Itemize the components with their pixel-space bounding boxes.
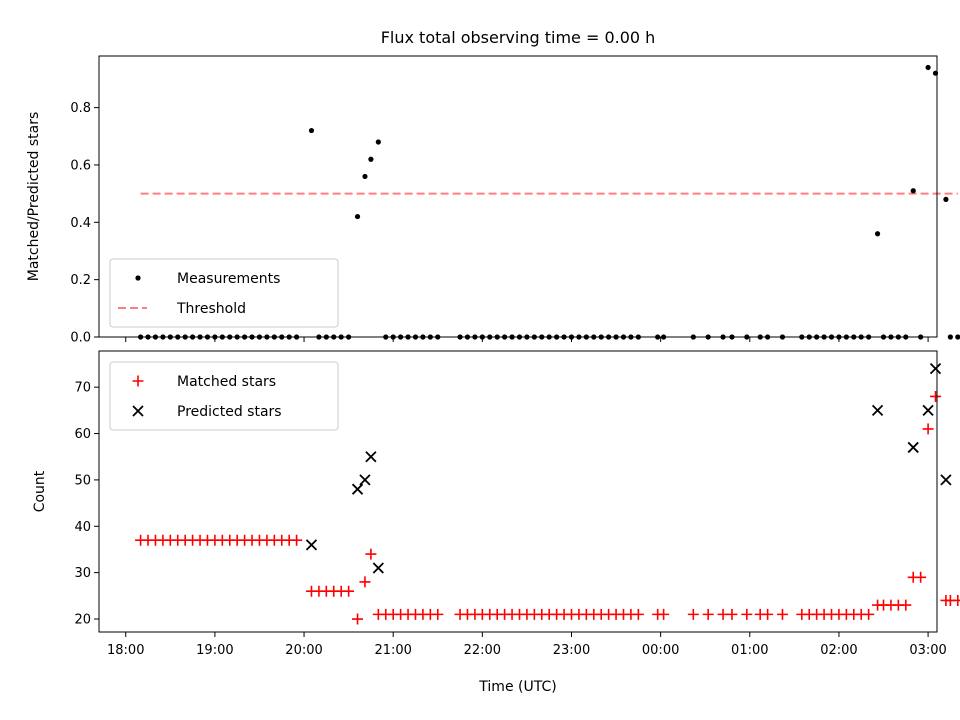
matched-star-point	[632, 608, 644, 620]
predicted-star-point	[351, 483, 364, 495]
predicted-star-point	[922, 404, 934, 416]
matched-star-point	[291, 534, 303, 546]
measurement-point	[955, 334, 960, 340]
x-tick-label: 02:00	[820, 643, 857, 658]
x-tick-label: 23:00	[553, 643, 590, 658]
x-tick-label: 19:00	[196, 643, 233, 658]
x-tick-label: 03:00	[909, 643, 946, 658]
matched-star-point	[343, 585, 355, 597]
predicted-star-point	[940, 474, 952, 486]
top-y-axis-label: Matched/Predicted stars	[26, 112, 42, 282]
x-tick-label: 18:00	[107, 643, 144, 658]
matched-star-point	[658, 608, 670, 620]
matched-star-point	[432, 608, 444, 620]
predicted-star-point	[907, 441, 919, 454]
matched-star-point	[352, 613, 364, 625]
axes-frame	[98, 55, 938, 338]
matched-star-point	[741, 608, 753, 620]
legend-marker-plus	[132, 375, 144, 387]
matched-star-point	[863, 608, 875, 620]
x-tick-label: 00:00	[642, 643, 679, 658]
y-tick-label: 0.8	[70, 101, 91, 116]
y-tick-label: 0.4	[70, 216, 91, 231]
matched-star-point	[687, 608, 699, 620]
x-tick-label: 22:00	[464, 643, 501, 658]
legend-label: Threshold	[176, 301, 246, 317]
predicted-star-point	[929, 362, 942, 375]
y-tick-label: 40	[74, 520, 91, 535]
y-tick-label: 0.6	[70, 158, 91, 173]
matched-star-point	[365, 548, 377, 560]
matched-star-point	[776, 608, 788, 620]
legend-marker-cross	[132, 405, 144, 417]
measurement-point	[308, 127, 315, 134]
y-tick-label: 50	[74, 473, 91, 488]
matched-star-point	[915, 571, 927, 583]
legend-box	[109, 361, 339, 431]
y-tick-label: 30	[74, 566, 91, 581]
axes-frame	[98, 350, 938, 633]
legend: Measurements Threshold	[109, 258, 339, 328]
measurement-point	[910, 188, 916, 194]
predicted-star-point	[359, 474, 371, 486]
legend-label: Predicted stars	[177, 404, 282, 420]
y-tick-label: 20	[74, 613, 91, 628]
predicted-star-point	[305, 539, 318, 551]
chart-title: Flux total observing time = 0.00 h	[381, 28, 656, 47]
matched-star-point	[922, 423, 934, 435]
predicted-star-point	[871, 404, 884, 416]
y-tick-label: 0.2	[70, 273, 91, 288]
predicted-star-point	[365, 451, 377, 463]
legend: Matched stars Predicted stars	[109, 361, 339, 431]
legend-marker-dot	[135, 275, 141, 281]
top-panel: 0.0 0.2 0.4 0.6 0.8 Measurements Threshold	[70, 55, 960, 346]
matched-star-point	[726, 608, 738, 620]
predicted-star-point	[372, 562, 384, 574]
x-axis-label: Time (UTC)	[478, 679, 556, 695]
x-tick-label: 01:00	[731, 643, 768, 658]
y-tick-label: 70	[74, 381, 91, 396]
matched-star-point	[900, 599, 912, 611]
measurement-point	[362, 173, 368, 180]
y-tick-label: 0.0	[70, 331, 91, 346]
matched-star-point	[359, 576, 371, 588]
measurement-point	[375, 139, 381, 145]
measurement-point	[947, 334, 953, 340]
matched-star-point	[930, 390, 942, 402]
bottom-panel: 20 30 40 50 60 70 18:00 19:00 20:00 21:00 22:00 23:…	[74, 350, 960, 658]
measurement-point	[874, 231, 881, 237]
x-tick-label: 21:00	[374, 643, 411, 658]
measurement-point	[354, 213, 361, 220]
measurement-point	[368, 156, 374, 162]
bottom-y-axis-label: Count	[32, 470, 48, 512]
x-tick-label: 20:00	[285, 643, 322, 658]
legend-box	[109, 258, 339, 328]
measurement-point	[943, 196, 949, 202]
legend-label: Matched stars	[177, 374, 276, 390]
matched-star-point	[952, 594, 960, 606]
measurement-point	[925, 64, 931, 71]
matched-star-point	[702, 608, 714, 620]
matched-star-point	[762, 608, 774, 620]
legend-label: Measurements	[177, 271, 280, 287]
y-tick-label: 60	[74, 427, 91, 442]
